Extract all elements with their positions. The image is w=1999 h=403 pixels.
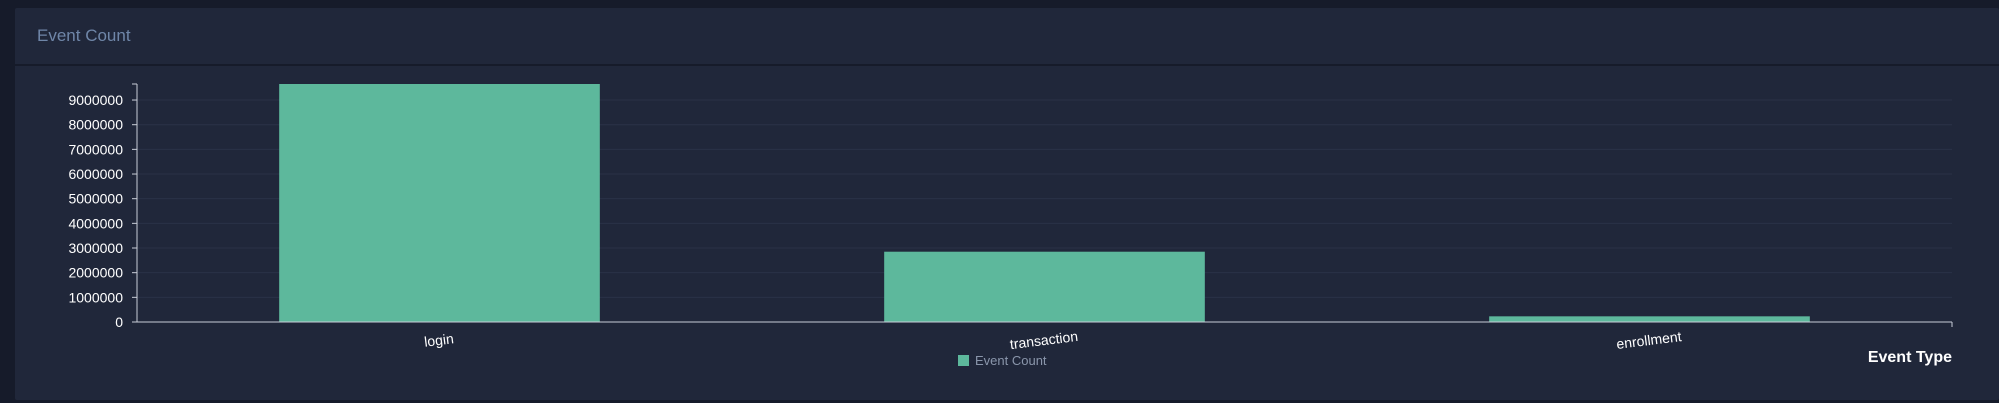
y-tick-label: 5000000 — [68, 191, 123, 207]
y-tick-label: 2000000 — [68, 265, 123, 281]
bar-login[interactable] — [279, 84, 600, 322]
bars — [279, 84, 1810, 322]
y-tick-label: 0 — [115, 314, 123, 330]
y-tick-label: 8000000 — [68, 117, 123, 133]
panel-title: Event Count — [37, 26, 131, 45]
bar-enrollment[interactable] — [1489, 316, 1810, 322]
y-tick-label: 6000000 — [68, 166, 123, 182]
x-tick-label: transaction — [1009, 328, 1079, 352]
x-axis-title: Event Type — [1868, 349, 1952, 366]
legend-label: Event Count — [975, 353, 1047, 368]
axes — [132, 83, 1953, 327]
y-tick-label: 7000000 — [68, 141, 123, 157]
y-tick-label: 1000000 — [68, 289, 123, 305]
y-tick-label: 9000000 — [68, 92, 123, 108]
bar-transaction[interactable] — [884, 251, 1205, 322]
y-tick-label: 4000000 — [68, 215, 123, 231]
legend[interactable]: Event Count — [958, 353, 1047, 368]
panel-header: Event Count — [15, 8, 1999, 66]
y-tick-label: 3000000 — [68, 240, 123, 256]
legend-swatch — [958, 355, 969, 366]
x-tick-label: enrollment — [1615, 328, 1682, 352]
x-tick-label: login — [423, 330, 454, 349]
